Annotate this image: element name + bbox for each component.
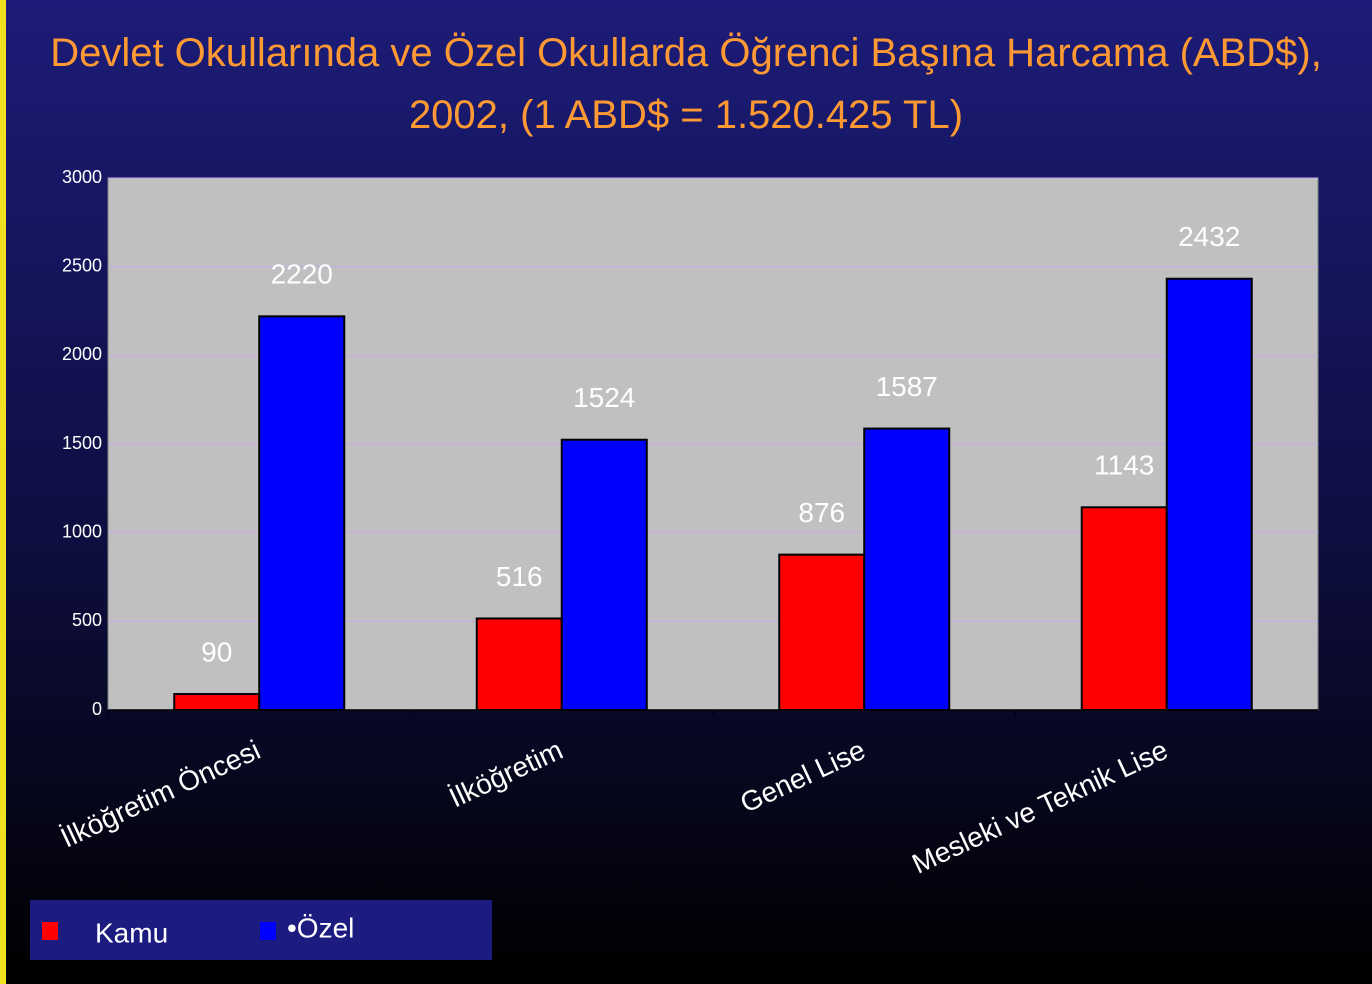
legend-swatch: [260, 922, 276, 940]
chart-title: Devlet Okullarında ve Özel Okullarda Öğr…: [50, 31, 1322, 137]
bar: [1080, 506, 1168, 712]
bar: [863, 427, 951, 711]
y-tick-label: 0: [92, 699, 102, 719]
edge-strip: [0, 0, 6, 984]
data-label: 1143: [1094, 450, 1154, 481]
bar: [1165, 277, 1253, 711]
data-label: 1587: [876, 371, 938, 402]
y-tick-label: 3000: [62, 167, 102, 187]
bar: [258, 315, 346, 711]
x-tick-label: Mesleki ve Teknik Lise: [907, 734, 1172, 880]
bar: [560, 438, 648, 711]
y-tick-label: 2500: [62, 255, 102, 275]
x-tick-label: Genel Lise: [735, 734, 869, 819]
legend-label: Kamu: [95, 917, 168, 948]
data-label: 516: [496, 561, 543, 592]
x-tick-label: İlköğretim: [444, 734, 567, 813]
data-label: 2432: [1178, 221, 1240, 252]
data-label: 876: [798, 497, 845, 528]
data-label: 90: [201, 636, 232, 667]
y-tick-label: 1500: [62, 433, 102, 453]
legend-label: •Özel: [287, 912, 354, 943]
bar: [173, 693, 261, 711]
y-tick-label: 1000: [62, 521, 102, 541]
legend-swatch: [42, 922, 58, 940]
data-label: 2220: [271, 259, 333, 290]
bar: [778, 553, 866, 711]
data-label: 1524: [573, 382, 635, 413]
y-tick-label: 500: [72, 610, 102, 630]
bar: [475, 617, 563, 711]
y-tick-label: 2000: [62, 344, 102, 364]
x-tick-label: İlköğretim Öncesi: [56, 734, 265, 854]
